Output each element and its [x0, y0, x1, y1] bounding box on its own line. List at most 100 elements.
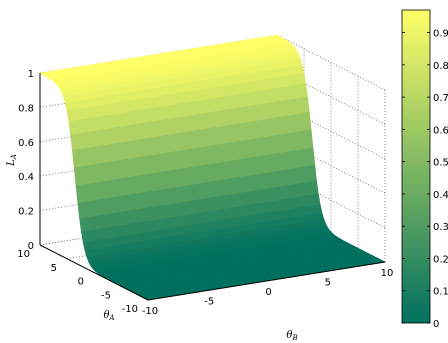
surface-patch	[182, 166, 197, 187]
surface-patch	[109, 159, 124, 181]
surface-patch	[163, 104, 178, 120]
z-tick-label: 1	[28, 69, 34, 80]
surface-patch	[283, 98, 298, 117]
surface-patch	[295, 96, 310, 115]
surface-patch	[202, 127, 217, 148]
grid-line	[276, 69, 386, 125]
x-axis-label: θB	[286, 330, 297, 342]
surface-patch	[85, 163, 101, 185]
surface-patch	[144, 154, 160, 175]
x-axis-line	[147, 261, 386, 301]
surface-patch	[293, 83, 308, 100]
surface-patch	[166, 133, 182, 153]
surface-patch	[239, 139, 255, 160]
surface-patch	[105, 126, 121, 146]
z-axis-label: LA	[6, 154, 18, 167]
surface-patch	[194, 164, 209, 185]
surface-patch	[273, 115, 288, 136]
surface-patch	[113, 195, 128, 214]
surface-patch	[178, 131, 194, 152]
surface-patch	[73, 165, 89, 187]
surface-patch	[82, 130, 97, 149]
surface-patch	[114, 210, 130, 227]
surface-patch	[234, 92, 249, 109]
surface-patch	[123, 176, 138, 197]
surface-patch	[155, 134, 170, 155]
surface-patch	[216, 142, 231, 164]
surface-patch	[134, 174, 150, 195]
grid-line	[276, 34, 386, 91]
surface-patch	[121, 158, 136, 179]
surface-patch	[212, 109, 227, 128]
surface-patch	[138, 207, 153, 223]
surface-patch	[141, 121, 156, 140]
surface-patch	[304, 180, 319, 197]
colorbar-gradient	[401, 9, 431, 324]
surface-patch	[101, 197, 116, 216]
surface-patch	[143, 136, 158, 157]
x-tick-label: 10	[381, 268, 394, 279]
surface-patch	[68, 119, 83, 136]
colorbar-tick-label: 0	[433, 319, 439, 330]
surface-patch	[246, 90, 261, 107]
grid-line	[276, 103, 386, 160]
surface-patch	[237, 121, 253, 142]
surface-patch	[176, 115, 192, 134]
y-tick-label: -10	[122, 304, 138, 315]
surface-patch	[80, 117, 95, 134]
surface-patch	[268, 186, 284, 203]
y-tick-label: -5	[101, 290, 111, 301]
surface-patch	[186, 100, 202, 117]
surface-patch	[119, 140, 134, 161]
surface-patch	[160, 187, 175, 206]
surface-patch	[148, 189, 163, 208]
surface-patch	[219, 178, 234, 197]
surface-patch	[165, 117, 180, 136]
surface-patch	[87, 181, 102, 202]
surface-patch	[204, 144, 219, 166]
surface-patch	[241, 157, 256, 178]
surface-patch	[158, 170, 173, 191]
colorbar-tick-label: 0.5	[433, 158, 448, 169]
surface-patch	[236, 105, 251, 125]
surface-patch	[93, 128, 109, 147]
surface-patch	[192, 146, 207, 168]
y-axis-line	[39, 244, 149, 301]
surface-patch	[150, 205, 165, 222]
surface-patch	[168, 150, 183, 172]
surface-patch	[79, 216, 94, 233]
surface-patch	[227, 140, 243, 162]
grid-line	[276, 172, 386, 228]
surface-patch	[185, 199, 201, 216]
surface-patch	[278, 168, 294, 187]
surface-patch	[251, 137, 266, 158]
surface-patch	[288, 149, 304, 170]
surface-patch	[99, 179, 114, 200]
surface-patch	[170, 168, 185, 189]
surface-patch	[107, 142, 122, 163]
surface-patch	[156, 152, 172, 173]
colorbar-tick-label: 0.8	[433, 61, 448, 72]
surface-patch	[77, 201, 92, 220]
surface-patch	[210, 96, 225, 113]
z-tick-label: 0.6	[18, 138, 34, 149]
surface	[39, 34, 386, 301]
surface-patch	[206, 162, 221, 183]
surface-patch	[131, 138, 146, 159]
surface-patch	[126, 209, 141, 225]
x-tick-label: 0	[265, 287, 271, 298]
x-tick-label: -5	[204, 297, 214, 308]
surface-patch	[146, 172, 162, 193]
z-tick-label: 0.4	[18, 172, 34, 183]
surface-patch	[214, 125, 229, 146]
surface-patch	[190, 129, 205, 150]
colorbar-tick-label: 0.9	[433, 29, 448, 40]
surface-patch	[267, 170, 282, 189]
y-tick-label: 5	[51, 263, 57, 274]
surface-patch	[255, 172, 270, 191]
colorbar-tick-label: 0.3	[433, 222, 448, 233]
colorbar-tick-label: 0.4	[433, 190, 448, 201]
surface-patch	[258, 89, 273, 105]
surface-patch	[207, 180, 223, 199]
